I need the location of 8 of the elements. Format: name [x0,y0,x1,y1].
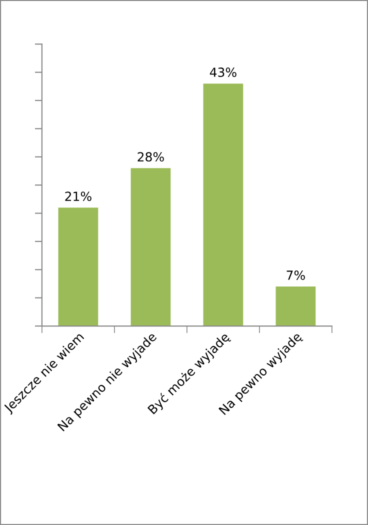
data-label: 21% [65,192,92,202]
bar [276,286,316,326]
data-label: 28% [138,152,164,162]
bar [58,208,98,326]
data-label: 43% [210,68,236,77]
bar [130,168,171,326]
data-label: 7% [286,270,305,280]
bar [203,84,244,326]
